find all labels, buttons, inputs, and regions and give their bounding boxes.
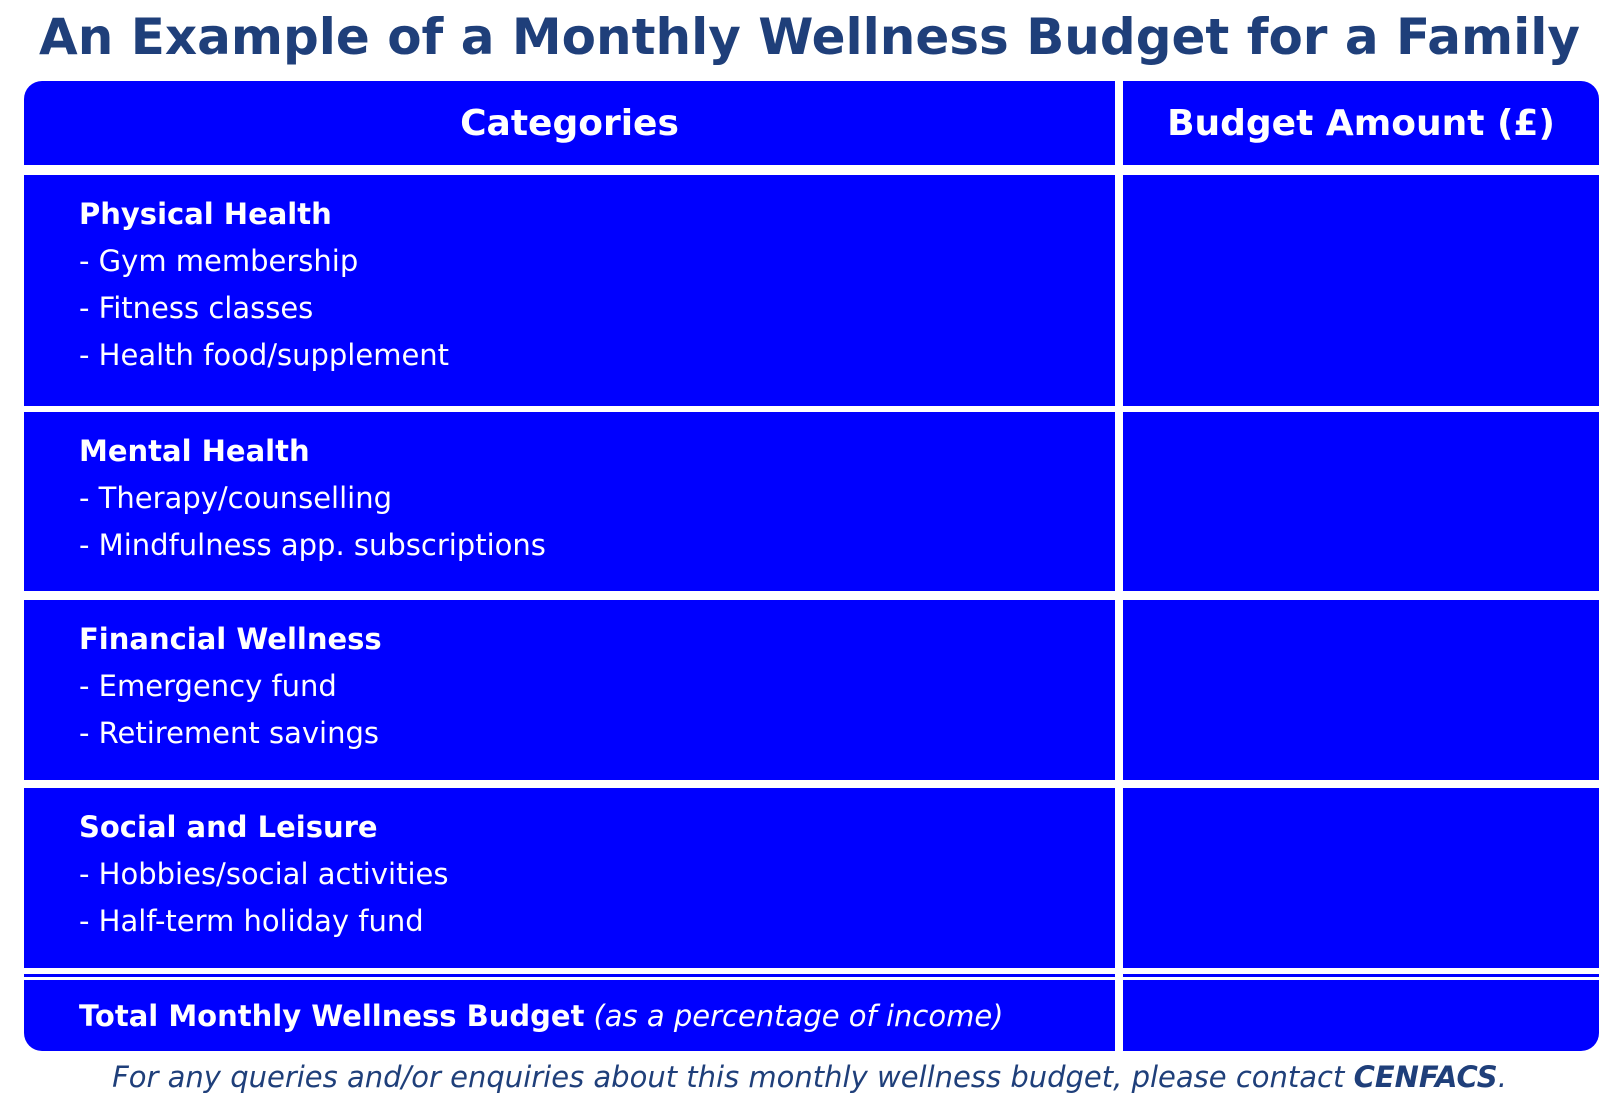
category-item: - Gym membership <box>79 244 359 278</box>
wellness-budget-table: Categories Budget Amount (£) Physical He… <box>24 81 1599 1051</box>
header-categories: Categories <box>24 81 1115 165</box>
category-item: - Mindfulness app. subscriptions <box>79 528 546 562</box>
total-divider-gap <box>1115 969 1123 981</box>
category-item: - Half-term holiday fund <box>79 904 424 938</box>
category-title: Financial Wellness <box>79 622 382 656</box>
total-note: (as a percentage of income) <box>593 998 1004 1033</box>
category-cell-mental-health: Mental Health - Therapy/counselling - Mi… <box>24 412 1115 591</box>
category-title: Mental Health <box>79 434 310 468</box>
category-title: Physical Health <box>79 197 332 231</box>
footer-text: For any queries and/or enquiries about t… <box>112 1060 1354 1094</box>
total-divider-line <box>24 974 1599 977</box>
amount-cell-financial-wellness[interactable] <box>1123 600 1599 780</box>
category-cell-financial-wellness: Financial Wellness - Emergency fund - Re… <box>24 600 1115 780</box>
total-label-cell: Total Monthly Wellness Budget (as a perc… <box>24 980 1115 1051</box>
category-item: - Therapy/counselling <box>79 481 393 515</box>
header-budget-amount: Budget Amount (£) <box>1123 81 1599 165</box>
category-item: - Emergency fund <box>79 669 337 703</box>
category-cell-physical-health: Physical Health - Gym membership - Fitne… <box>24 175 1115 406</box>
total-label: Total Monthly Wellness Budget <box>79 998 585 1033</box>
footer-end: . <box>1497 1060 1507 1094</box>
total-amount-cell[interactable] <box>1123 980 1599 1051</box>
total-divider <box>24 969 1599 981</box>
amount-cell-social-and-leisure[interactable] <box>1123 788 1599 968</box>
footer-note: For any queries and/or enquiries about t… <box>0 1054 1619 1100</box>
category-title: Social and Leisure <box>79 810 378 844</box>
amount-cell-mental-health[interactable] <box>1123 412 1599 591</box>
category-cell-social-and-leisure: Social and Leisure - Hobbies/social acti… <box>24 788 1115 968</box>
amount-cell-physical-health[interactable] <box>1123 175 1599 406</box>
page-title: An Example of a Monthly Wellness Budget … <box>39 8 1580 66</box>
category-item: - Health food/supplement <box>79 338 450 372</box>
category-item: - Hobbies/social activities <box>79 857 449 891</box>
category-item: - Fitness classes <box>79 291 314 325</box>
footer-organization: CENFACS <box>1353 1060 1498 1094</box>
category-item: - Retirement savings <box>79 716 379 750</box>
